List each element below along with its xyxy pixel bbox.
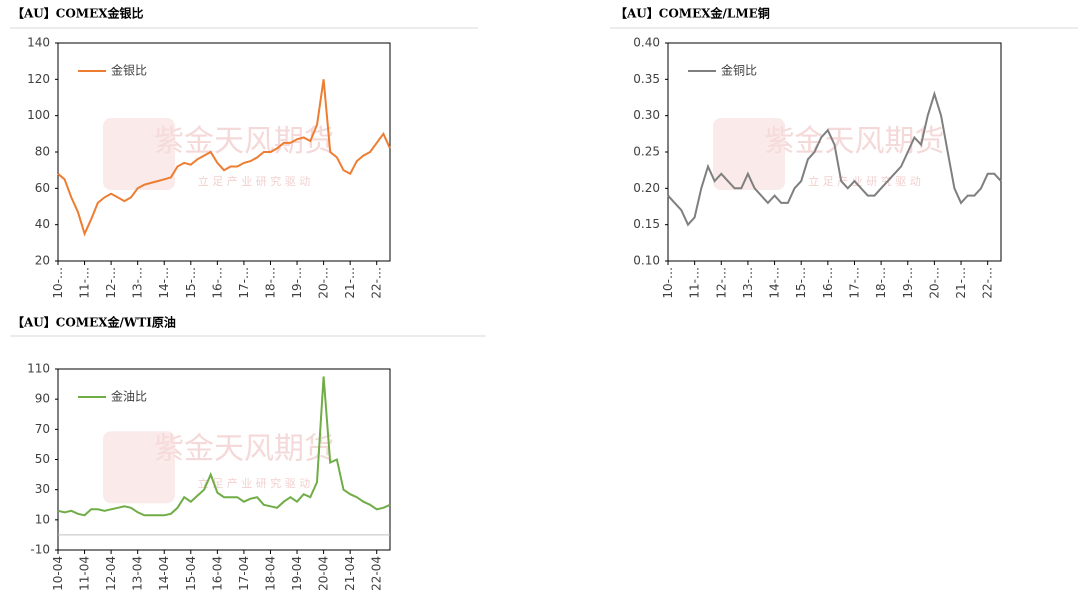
x-tick-label: 20-… <box>317 267 331 299</box>
data-line <box>667 90 1002 227</box>
x-tick-label: 21-… <box>954 267 968 299</box>
x-tick-label: 14-… <box>157 267 171 299</box>
x-tick-label: 10-04 <box>51 556 65 591</box>
data-line <box>57 376 391 517</box>
x-tick-label: 16-… <box>821 267 835 299</box>
x-tick-label: 21-04 <box>343 556 357 591</box>
x-tick-label: 16-04 <box>210 556 224 591</box>
y-tick-label: 70 <box>35 422 50 436</box>
x-tick-label: 19-… <box>290 267 304 299</box>
y-tick-label: 0.30 <box>633 108 660 122</box>
x-tick-label: 15-… <box>184 267 198 299</box>
x-tick-label: 19-04 <box>290 556 304 591</box>
x-tick-label: 16-… <box>210 267 224 299</box>
x-tick-label: 12-… <box>714 267 728 299</box>
y-tick-label: 120 <box>27 72 50 86</box>
y-tick-label: 0.25 <box>633 145 660 159</box>
x-tick-label: 18-… <box>874 267 888 299</box>
y-tick-label: 140 <box>27 36 50 50</box>
watermark-slogan: 立 足 产 业 研 究 驱 动 <box>198 174 310 188</box>
y-tick-label: 0.20 <box>633 181 660 195</box>
y-tick-label: 40 <box>35 217 50 231</box>
y-tick-label: 50 <box>35 452 50 466</box>
x-tick-label: 13-… <box>131 267 145 299</box>
y-tick-label: -10 <box>30 543 50 557</box>
x-tick-label: 14-… <box>768 267 782 299</box>
legend-label: 金银比 <box>111 63 147 78</box>
watermark-logo <box>103 118 175 190</box>
x-tick-label: 13-04 <box>131 556 145 591</box>
x-tick-label: 22-04 <box>370 556 384 591</box>
legend-label: 金铜比 <box>721 63 757 78</box>
x-tick-label: 14-04 <box>157 556 171 591</box>
legend-label: 金油比 <box>111 389 147 404</box>
y-tick-label: 100 <box>27 108 50 122</box>
x-tick-label: 21-… <box>343 267 357 299</box>
x-tick-label: 17-04 <box>237 556 251 591</box>
watermark-name: 紫金天风期货 <box>154 124 334 159</box>
x-tick-label: 11-04 <box>78 556 92 591</box>
chart-title: 【AU】COMEX金银比 <box>12 6 144 21</box>
x-tick-label: 18-… <box>263 267 277 299</box>
chart-title: 【AU】COMEX金/WTI原油 <box>12 315 176 330</box>
x-tick-label: 11-… <box>688 267 702 299</box>
watermark-name: 紫金天风期货 <box>154 432 334 467</box>
x-tick-label: 10-… <box>661 267 675 299</box>
x-tick-label: 11-… <box>78 267 92 299</box>
x-tick-label: 13-… <box>741 267 755 299</box>
x-tick-label: 18-04 <box>263 556 277 591</box>
x-tick-label: 12-04 <box>104 556 118 591</box>
y-tick-label: 0.35 <box>633 72 660 86</box>
x-tick-label: 19-… <box>901 267 915 299</box>
watermark-slogan: 立 足 产 业 研 究 驱 动 <box>198 476 310 490</box>
y-tick-label: 30 <box>35 482 50 496</box>
y-tick-label: 0.10 <box>633 254 660 268</box>
watermark-logo <box>713 118 785 190</box>
y-tick-label: 80 <box>35 145 50 159</box>
y-tick-label: 0.15 <box>633 217 660 231</box>
y-tick-label: 10 <box>35 512 50 526</box>
watermark-logo <box>103 431 175 504</box>
x-tick-label: 22-… <box>981 267 995 299</box>
y-tick-label: 90 <box>35 392 50 406</box>
y-tick-label: 20 <box>35 254 50 268</box>
watermark-name: 紫金天风期货 <box>765 124 945 159</box>
watermark-slogan: 立 足 产 业 研 究 驱 动 <box>808 174 920 188</box>
x-tick-label: 17-… <box>237 267 251 299</box>
x-tick-label: 12-… <box>104 267 118 299</box>
x-tick-label: 22-… <box>370 267 384 299</box>
y-tick-label: 60 <box>35 181 50 195</box>
x-tick-label: 20-04 <box>317 556 331 591</box>
x-tick-label: 17-… <box>847 267 861 299</box>
x-tick-label: 20-… <box>927 267 941 299</box>
x-tick-label: 15-… <box>794 267 808 299</box>
y-tick-label: 0.40 <box>633 36 660 50</box>
x-tick-label: 10-… <box>51 267 65 299</box>
data-line <box>57 79 391 237</box>
y-tick-label: 110 <box>27 362 50 376</box>
x-tick-label: 15-04 <box>184 556 198 591</box>
chart-title: 【AU】COMEX金/LME铜 <box>615 6 770 21</box>
